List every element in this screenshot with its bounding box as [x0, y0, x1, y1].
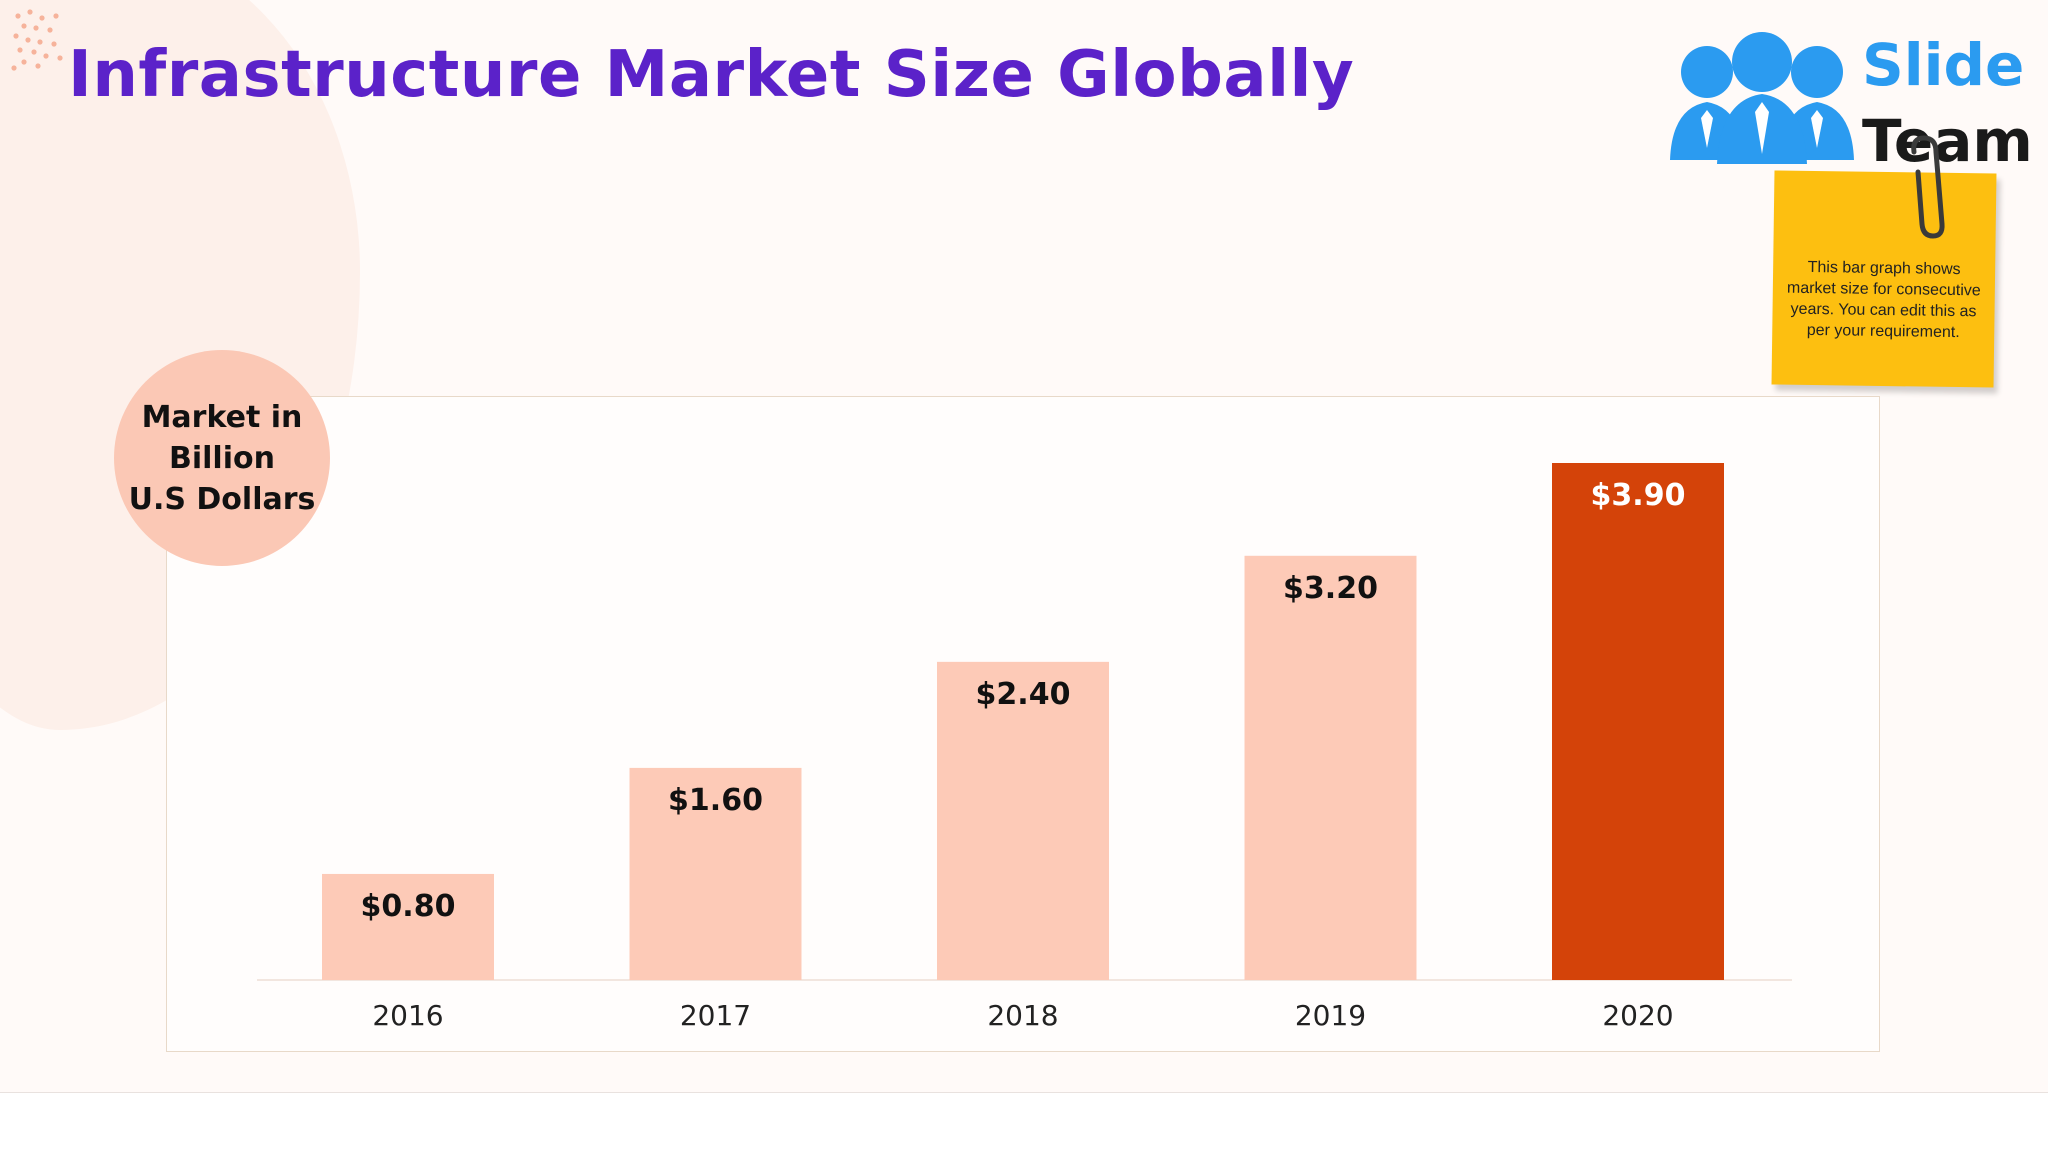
bar-2016 — [322, 873, 494, 980]
data-label-2016: $0.80 — [361, 889, 456, 924]
decorative-dots-icon — [11, 9, 63, 71]
data-label-2019: $3.20 — [1283, 571, 1378, 606]
data-label-2020: $3.90 — [1591, 478, 1686, 513]
bar-2018 — [937, 661, 1109, 980]
slide: Infrastructure Market Size Globally Slid… — [0, 0, 2033, 1052]
x-tick-label-2020: 2020 — [1602, 999, 1673, 1032]
people-group-icon — [1670, 32, 1854, 164]
data-label-2018: $2.40 — [976, 677, 1071, 712]
x-tick-label-2019: 2019 — [1295, 999, 1366, 1032]
logo-word-slide: Slide — [1862, 31, 2025, 99]
chart-frame: $0.80 2016 $1.60 2017 $2.40 2018 $3.20 2019 $3.9… — [166, 396, 1880, 1052]
bar-chart: $0.80 2016 $1.60 2017 $2.40 2018 $3.20 2019 $3.9… — [257, 463, 1792, 1032]
sticky-note-text: This bar graph shows market size for con… — [1786, 258, 1981, 342]
bar-2020 — [1552, 463, 1724, 980]
x-tick-label-2017: 2017 — [680, 999, 751, 1032]
paperclip-icon — [1911, 135, 1945, 239]
y-axis-unit-label: Market in Billion U.S Dollars — [128, 399, 316, 517]
x-tick-label-2018: 2018 — [987, 999, 1058, 1032]
bottom-strip — [0, 1092, 2048, 1153]
bar-2019 — [1244, 555, 1417, 980]
bar-2017 — [629, 767, 802, 980]
logo: Slide Team — [1662, 28, 2033, 170]
sticky-note: This bar graph shows market size for con… — [1771, 170, 1997, 388]
page-title: Infrastructure Market Size Globally — [68, 38, 1355, 112]
logo-word-team: Team — [1862, 107, 2033, 175]
x-tick-label-2016: 2016 — [372, 999, 443, 1032]
unit-badge: Market in Billion U.S Dollars — [114, 350, 330, 566]
data-label-2017: $1.60 — [668, 783, 763, 818]
